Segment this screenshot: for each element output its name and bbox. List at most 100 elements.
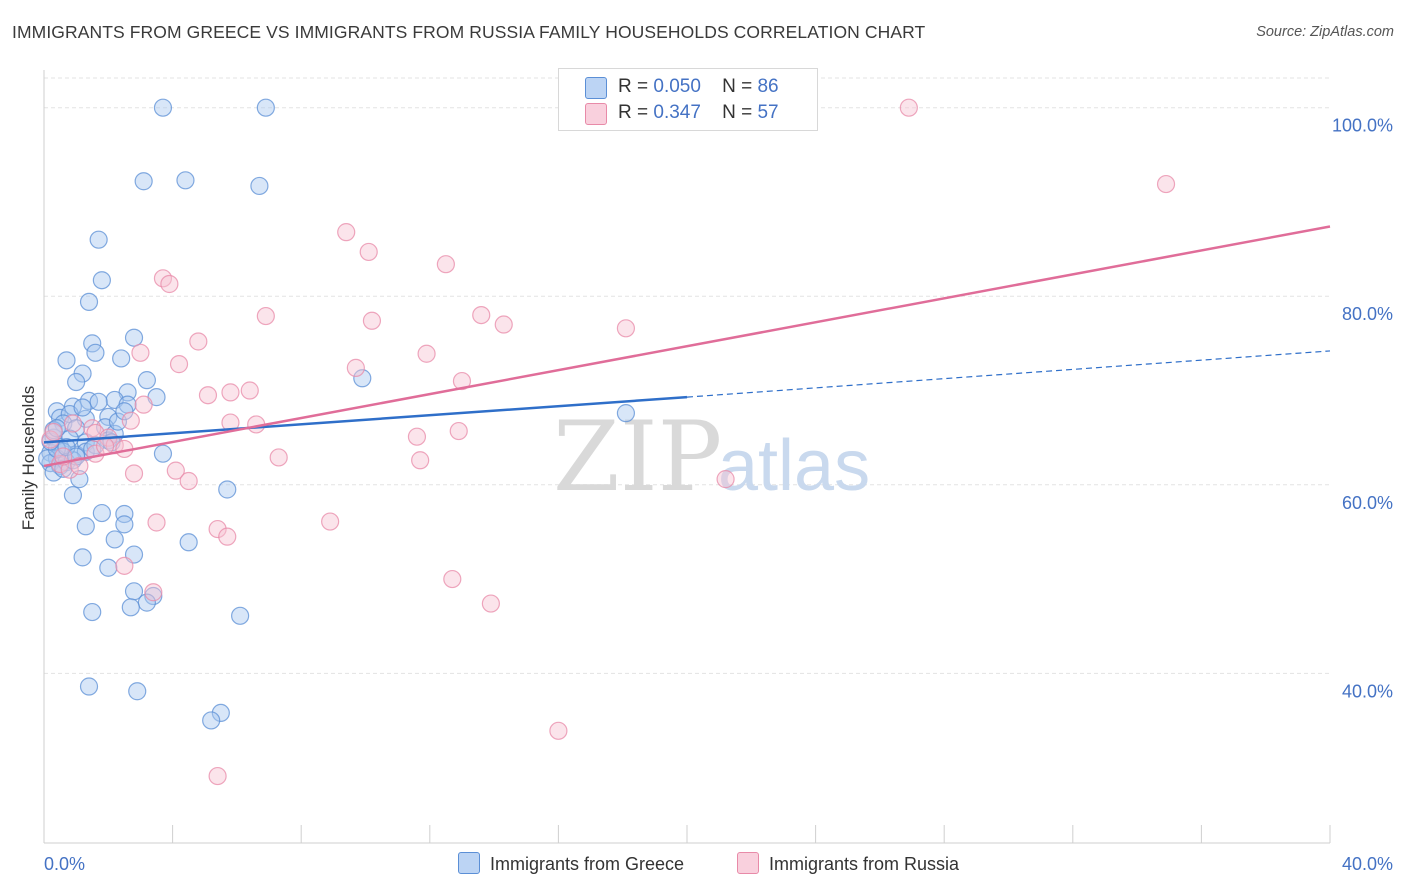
russia-point	[124, 464, 144, 483]
greece-point	[124, 328, 144, 347]
russia-point	[95, 437, 115, 456]
greece-point	[115, 504, 134, 524]
russia-point	[411, 451, 430, 470]
russia-point	[346, 358, 365, 377]
russia-point	[240, 381, 259, 400]
legend-n-label: N =	[722, 102, 753, 123]
greece-point	[115, 402, 134, 421]
russia-point	[359, 242, 378, 262]
greece-point	[79, 391, 99, 410]
legend-r-label: R =	[618, 76, 649, 97]
russia-point	[452, 371, 472, 391]
legend-swatch-russia	[585, 103, 607, 125]
russia-point	[63, 414, 83, 433]
greece-point	[153, 444, 173, 463]
greece-point	[67, 372, 86, 392]
bottom-label-greece: Immigrants from Greece	[490, 854, 685, 874]
watermark-atlas: atlas	[718, 426, 870, 506]
russia-point	[1156, 174, 1176, 194]
greece-point	[63, 486, 83, 505]
russia-point	[321, 512, 340, 531]
greece-point	[108, 412, 128, 431]
legend-r-label: R =	[618, 102, 649, 123]
greece-trend-dashed	[686, 350, 1331, 398]
greece-point	[83, 602, 102, 622]
chart-title: IMMIGRANTS FROM GREECE VS IMMIGRANTS FRO…	[12, 22, 926, 42]
russia-point	[70, 456, 89, 476]
greece-point	[79, 292, 99, 311]
russia-point	[115, 556, 134, 575]
greece-point	[99, 558, 118, 577]
russia-point	[443, 569, 462, 589]
greece-point	[92, 503, 111, 523]
greece-point	[57, 351, 76, 370]
greece-point	[89, 392, 108, 411]
russia-point	[221, 383, 240, 402]
russia-point	[436, 255, 455, 274]
stats-legend: R = 0.050 N = 86 R = 0.347 N = 57	[558, 68, 818, 131]
greece-point	[137, 371, 156, 390]
y-axis-label: Family Households	[19, 386, 38, 531]
trend-layer	[43, 225, 1331, 468]
russia-point	[134, 395, 153, 414]
y-tick-label: 80.0%	[1342, 304, 1393, 324]
legend-n-value: 57	[757, 102, 779, 123]
greece-point	[153, 98, 173, 117]
greece-point	[218, 480, 237, 499]
russia-point	[716, 470, 735, 489]
greece-point	[211, 703, 230, 723]
y-tick-label: 100.0%	[1332, 116, 1393, 136]
greece-point	[256, 98, 275, 117]
legend-n-value: 86	[757, 76, 779, 97]
russia-point	[481, 594, 500, 613]
russia-point	[160, 274, 179, 294]
watermark-zip: ZIP	[553, 401, 722, 513]
greece-trend-line	[43, 395, 688, 444]
russia-point	[131, 343, 150, 362]
greece-point	[121, 598, 140, 617]
russia-point	[218, 527, 237, 546]
bottom-swatch-russia	[737, 852, 759, 874]
greece-point	[79, 677, 99, 696]
russia-point	[166, 461, 185, 480]
greece-point	[73, 548, 92, 567]
russia-point	[169, 355, 189, 374]
russia-point	[198, 386, 218, 405]
russia-point	[147, 513, 166, 532]
russia-point	[362, 311, 382, 330]
greece-point	[112, 349, 131, 368]
russia-point	[121, 411, 140, 430]
greece-point	[92, 271, 111, 290]
greece-point	[231, 606, 250, 625]
greece-point	[115, 515, 134, 534]
russia-point	[256, 306, 275, 326]
russia-point	[549, 721, 568, 740]
greece-point	[70, 470, 89, 489]
y-tick-label: 40.0%	[1342, 681, 1393, 701]
greece-point	[128, 682, 147, 701]
greece-point	[89, 230, 108, 249]
x-tick-label: 0.0%	[44, 854, 85, 874]
russia-point	[208, 519, 227, 539]
russia-point	[449, 421, 468, 441]
greece-point	[616, 404, 636, 423]
russia-point	[44, 422, 63, 442]
bottom-legend-russia: Immigrants from Russia	[737, 852, 959, 875]
legend-stats-greece: R = 0.050 N = 86	[618, 76, 779, 98]
greece-point	[176, 171, 195, 190]
greece-point	[73, 398, 92, 417]
greece-point	[179, 533, 198, 552]
x-tick-label: 40.0%	[1342, 854, 1393, 874]
greece-point	[134, 172, 153, 191]
greece-point	[105, 530, 124, 549]
legend-r-value: 0.347	[653, 102, 701, 123]
greece-point	[250, 176, 269, 196]
russia-point	[472, 305, 491, 325]
greece-point	[86, 343, 105, 362]
russia-point	[337, 223, 356, 242]
greece-point	[76, 517, 95, 536]
russia-point	[144, 583, 163, 602]
russia-point	[189, 332, 208, 351]
russia-trend-line	[43, 225, 1331, 468]
